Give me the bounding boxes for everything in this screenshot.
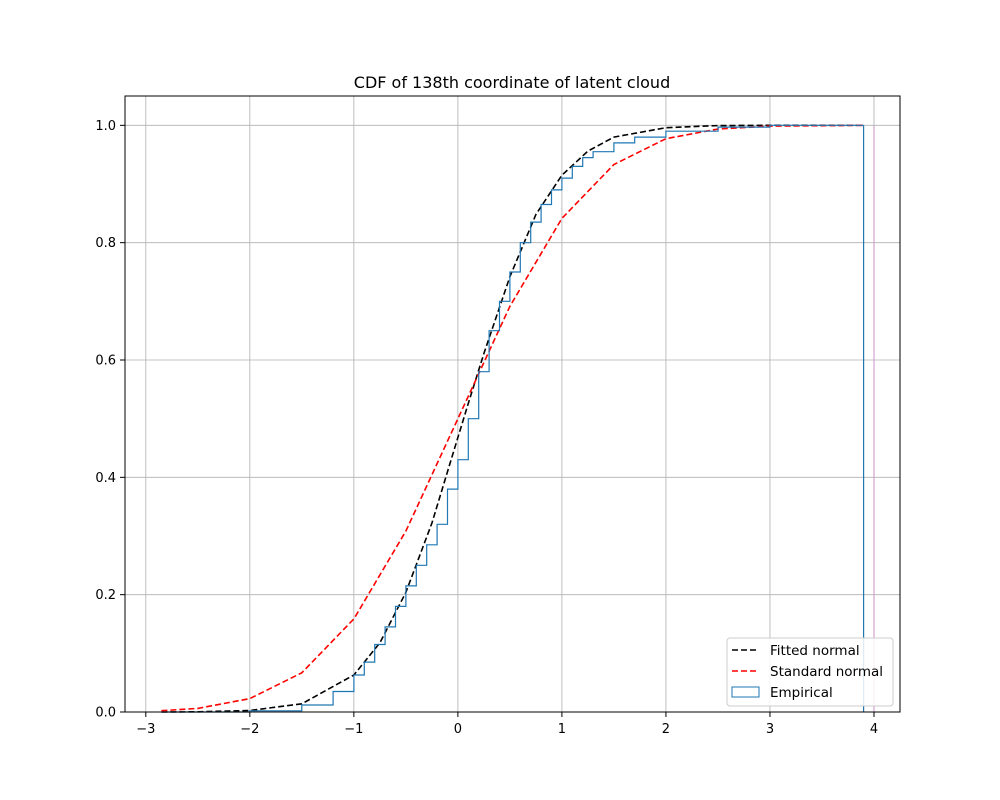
chart-title: CDF of 138th coordinate of latent cloud <box>354 73 670 92</box>
x-tick-label: 4 <box>870 722 878 737</box>
x-tick-label: 2 <box>662 722 670 737</box>
legend-label: Empirical <box>770 685 833 701</box>
legend-swatch-empirical <box>731 686 760 698</box>
legend-box <box>726 637 894 707</box>
x-tick-label: −1 <box>344 722 363 737</box>
x-tick-label: −3 <box>136 722 155 737</box>
y-tick-label: 0.2 <box>95 588 116 603</box>
series-line-fitted-normal <box>161 124 864 713</box>
y-tick-label: 0.4 <box>95 471 116 486</box>
legend-label: Standard normal <box>770 664 883 680</box>
plot-area: −3 −2 −1 0 1 2 3 4 0.0 0.2 0.4 0.6 0.8 1.0 Fitted norm… <box>95 95 901 737</box>
series-line-empirical <box>161 124 864 713</box>
x-tick-label: 1 <box>558 722 566 737</box>
y-tick-label: 0.6 <box>95 354 116 369</box>
plot-frame <box>124 95 901 713</box>
x-tick-label: 0 <box>454 722 462 737</box>
x-tick-label: −2 <box>240 722 259 737</box>
y-tick-label: 0.0 <box>95 706 116 721</box>
y-tick-label: 0.8 <box>95 236 116 251</box>
y-tick-label: 1.0 <box>95 119 116 134</box>
x-tick-label: 3 <box>766 722 774 737</box>
legend-label: Fitted normal <box>770 643 860 659</box>
